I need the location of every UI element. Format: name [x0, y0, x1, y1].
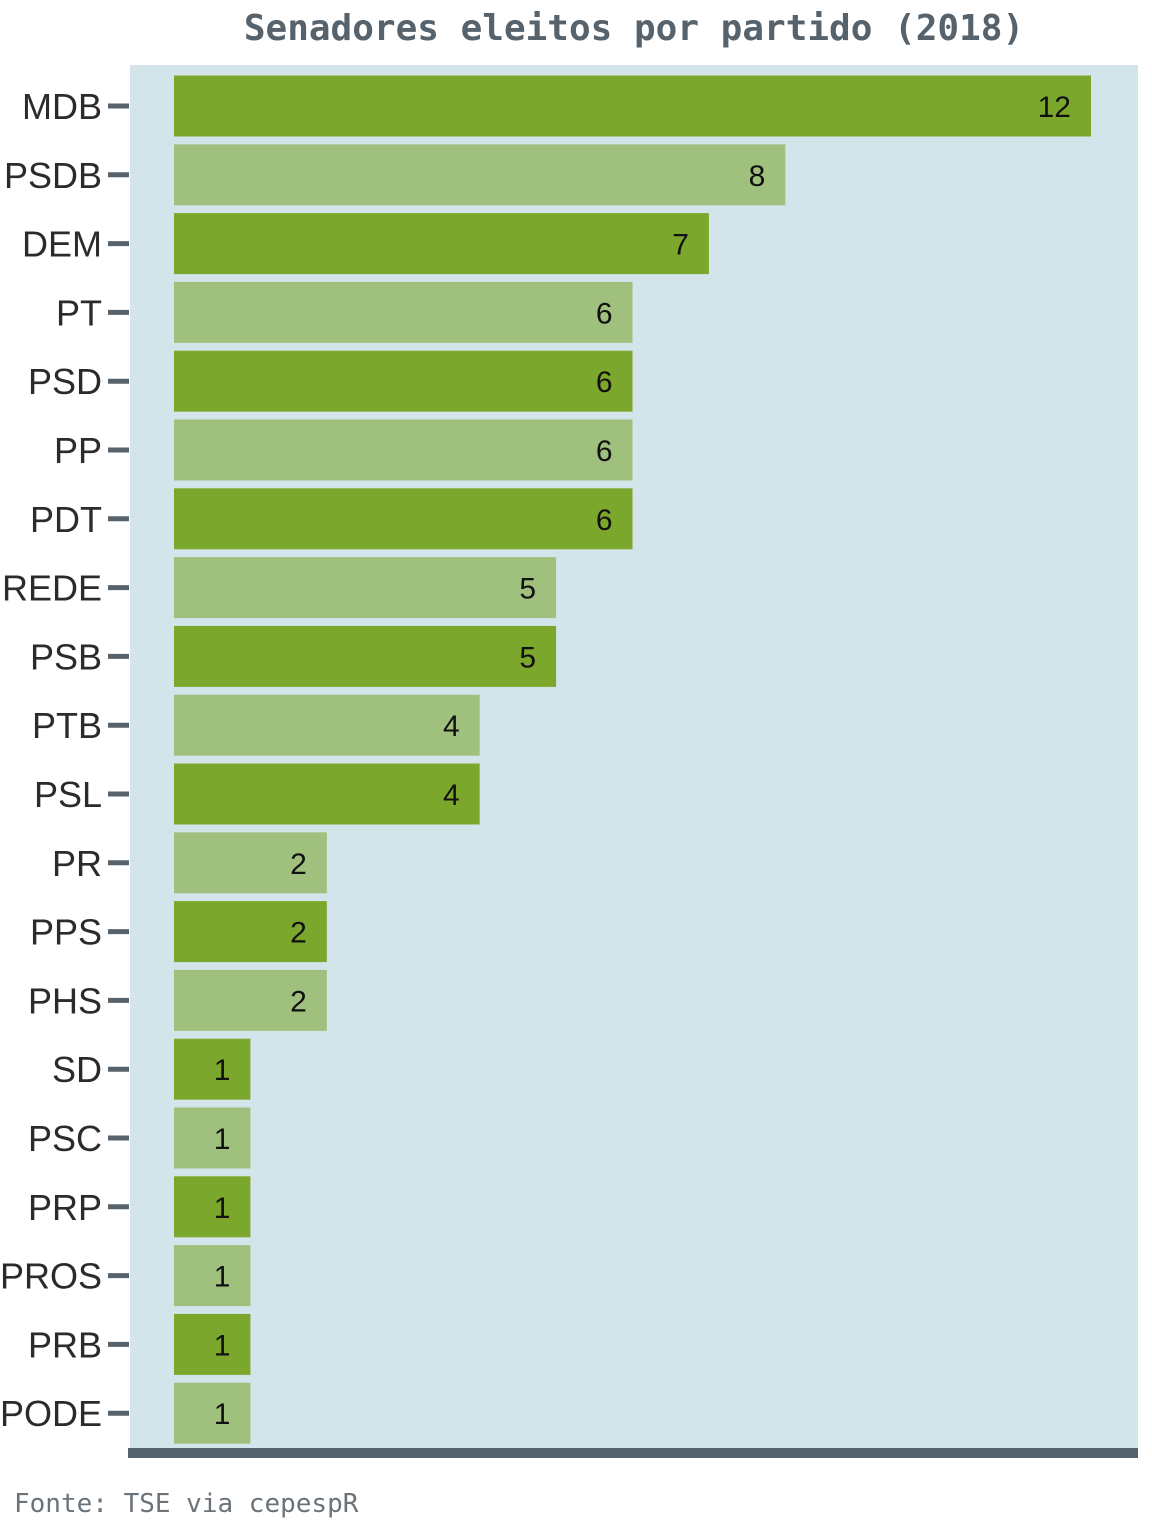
y-tick-label-phs: PHS — [28, 980, 102, 1021]
bar-phs — [174, 969, 327, 1031]
data-label-pps: 2 — [290, 917, 307, 950]
bar-psd — [174, 350, 633, 412]
data-label-sd: 1 — [214, 1054, 231, 1087]
data-label-pp: 6 — [596, 435, 613, 468]
y-tick-label-mdb: MDB — [22, 86, 102, 127]
bar-pdt — [174, 488, 633, 550]
bar-pr — [174, 832, 327, 894]
bar-pros — [174, 1245, 251, 1307]
data-label-psb: 5 — [519, 641, 536, 674]
y-tick-label-prp: PRP — [28, 1187, 102, 1228]
y-tick-label-rede: REDE — [2, 568, 102, 609]
y-tick-label-pps: PPS — [30, 912, 102, 953]
bar-sd — [174, 1038, 251, 1100]
bar-psc — [174, 1107, 251, 1169]
bar-mdb — [174, 75, 1091, 137]
data-label-prb: 1 — [214, 1329, 231, 1362]
data-label-prp: 1 — [214, 1192, 231, 1225]
data-label-pdt: 6 — [596, 504, 613, 537]
bar-rede — [174, 557, 557, 619]
bars-layer: 12 8 7 6 6 6 6 5 5 4 4 2 2 2 1 1 1 1 1 1 — [174, 75, 1091, 1444]
bar-dem — [174, 213, 709, 275]
data-label-psd: 6 — [596, 366, 613, 399]
bar-prb — [174, 1313, 251, 1375]
y-tick-label-pt: PT — [56, 292, 102, 333]
y-tick-label-psb: PSB — [30, 636, 102, 677]
y-tick-label-pros: PROS — [0, 1256, 102, 1297]
y-tick-label-pdt: PDT — [30, 499, 102, 540]
data-label-pr: 2 — [290, 848, 307, 881]
y-tick-label-ptb: PTB — [32, 705, 102, 746]
y-tick-label-pode: PODE — [0, 1393, 102, 1434]
bar-prp — [174, 1176, 251, 1238]
bar-psb — [174, 625, 557, 687]
bar-pt — [174, 281, 633, 343]
bar-ptb — [174, 694, 480, 756]
y-tick-label-dem: DEM — [22, 224, 102, 265]
y-tick-label-pp: PP — [54, 430, 102, 471]
data-label-psl: 4 — [443, 779, 460, 812]
data-label-psdb: 8 — [749, 160, 766, 193]
y-tick-label-psl: PSL — [34, 774, 102, 815]
y-tick-label-psd: PSD — [28, 361, 102, 402]
data-label-pt: 6 — [596, 297, 613, 330]
data-label-mdb: 12 — [1038, 91, 1071, 124]
data-label-phs: 2 — [290, 985, 307, 1018]
data-label-psc: 1 — [214, 1123, 231, 1156]
y-tick-label-pr: PR — [52, 843, 102, 884]
data-label-rede: 5 — [519, 573, 536, 606]
bar-pode — [174, 1382, 251, 1444]
bar-pps — [174, 901, 327, 963]
data-label-pros: 1 — [214, 1261, 231, 1294]
bar-psdb — [174, 144, 786, 206]
bar-chart: 12 8 7 6 6 6 6 5 5 4 4 2 2 2 1 1 1 1 1 1 MDB PSDB DEM PT PSD PP P… — [0, 65, 1138, 1458]
y-tick-label-prb: PRB — [28, 1324, 102, 1365]
axis-layer: MDB PSDB DEM PT PSD PP PDT REDE PSB PTB PSL PR PPS PH… — [0, 86, 129, 1434]
data-label-pode: 1 — [214, 1398, 231, 1431]
y-tick-label-psdb: PSDB — [4, 155, 102, 196]
data-label-ptb: 4 — [443, 710, 460, 743]
bar-psl — [174, 763, 480, 825]
source-note: Fonte: TSE via cepespR — [14, 1489, 359, 1519]
y-tick-label-psc: PSC — [28, 1118, 102, 1159]
bar-pp — [174, 419, 633, 481]
chart-title: Senadores eleitos por partido (2018) — [243, 8, 1025, 49]
data-label-dem: 7 — [672, 229, 689, 262]
y-tick-label-sd: SD — [52, 1049, 102, 1090]
